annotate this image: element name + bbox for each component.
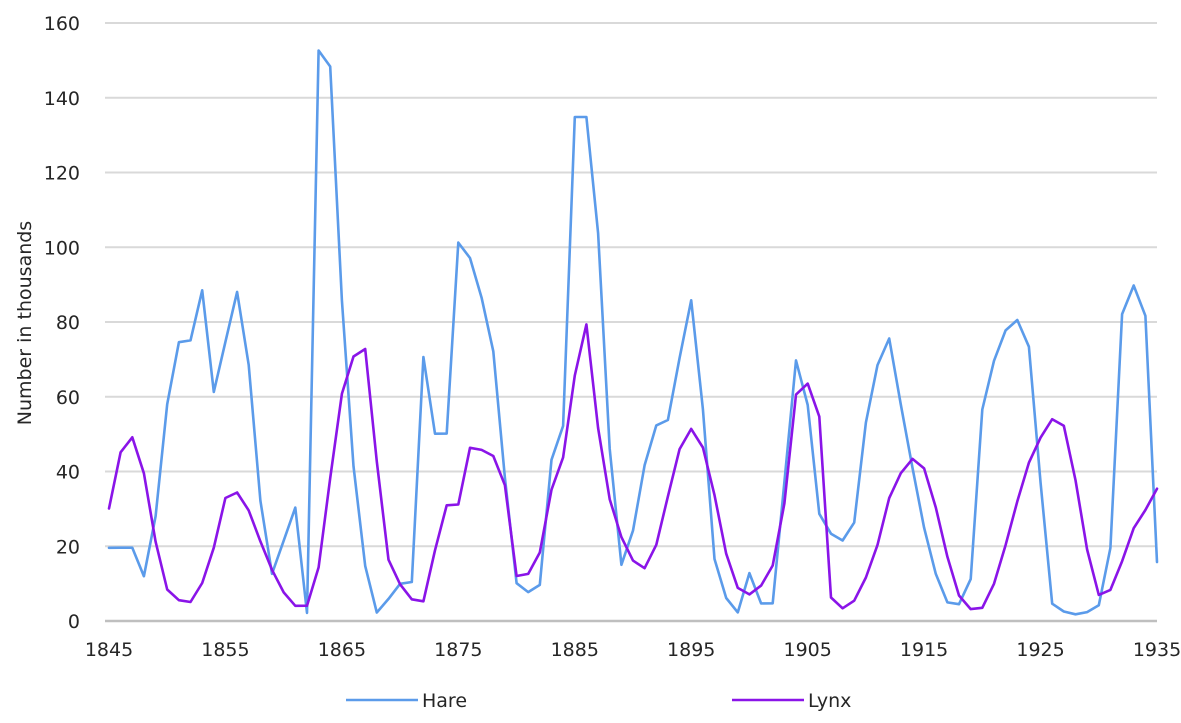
series-lines	[107, 49, 1159, 616]
x-axis-tick-labels: 1845 1855 1865 1875 1885 1895 1905 1915 1925 1935	[85, 639, 1181, 661]
y-tick-label: 20	[56, 536, 80, 558]
x-tick-label: 1875	[434, 639, 482, 661]
y-tick-label: 60	[56, 387, 80, 409]
y-tick-label: 160	[44, 13, 80, 35]
y-tick-label: 140	[44, 88, 80, 110]
x-tick-label: 1895	[667, 639, 715, 661]
series-line-lynx	[107, 323, 1159, 611]
x-tick-label: 1935	[1133, 639, 1181, 661]
y-axis-tick-labels: 0 20 40 60 80 100 120 140 160	[44, 13, 80, 633]
x-tick-label: 1905	[783, 639, 831, 661]
y-axis-title: Number in thousands	[14, 221, 36, 425]
x-tick-label: 1845	[85, 639, 133, 661]
x-tick-label: 1855	[201, 639, 249, 661]
legend: Hare Lynx	[346, 690, 851, 712]
legend-label-hare: Hare	[422, 690, 467, 712]
y-tick-label: 80	[56, 312, 80, 334]
x-tick-label: 1865	[318, 639, 366, 661]
x-tick-label: 1915	[900, 639, 948, 661]
x-tick-label: 1925	[1016, 639, 1064, 661]
y-tick-label: 120	[44, 163, 80, 185]
y-tick-label: 100	[44, 237, 80, 259]
legend-label-lynx: Lynx	[808, 690, 851, 712]
y-tick-label: 0	[68, 611, 80, 633]
x-tick-label: 1885	[551, 639, 599, 661]
gridlines	[105, 22, 1157, 623]
series-line-hare	[107, 49, 1159, 616]
y-tick-label: 40	[56, 462, 80, 484]
